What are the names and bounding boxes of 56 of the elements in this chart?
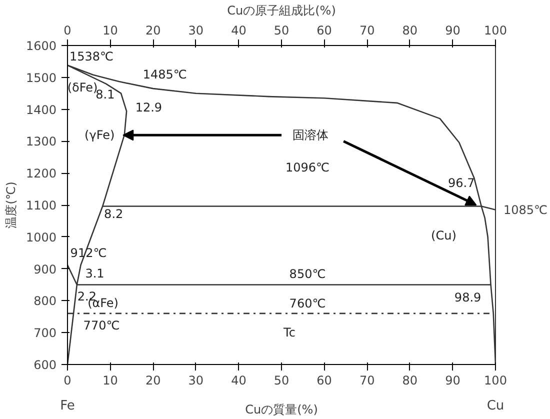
y-tick-label: 700 bbox=[34, 326, 56, 340]
x-tick-label: 100 bbox=[484, 24, 507, 38]
x2-tick-label: 20 bbox=[145, 374, 161, 388]
x2-tick-label: 40 bbox=[231, 374, 246, 388]
x2-tick-label: 60 bbox=[316, 374, 332, 388]
x2-tick-label: 90 bbox=[445, 374, 460, 388]
x-tick-label: 40 bbox=[231, 24, 246, 38]
annotation: 1538℃ bbox=[69, 49, 114, 64]
x2-tick-label: 0 bbox=[64, 374, 72, 388]
annotation: 3.1 bbox=[85, 266, 104, 280]
x2-tick-label: 80 bbox=[402, 374, 418, 388]
y-tick-label: 1200 bbox=[26, 166, 57, 181]
y-tick-label: 1500 bbox=[26, 70, 57, 85]
annotation: 98.9 bbox=[454, 290, 482, 304]
x-tick-label: 50 bbox=[274, 24, 290, 38]
x-tick-label: 60 bbox=[316, 24, 332, 38]
y-tick-label: 800 bbox=[34, 294, 56, 308]
x-tick-label: 70 bbox=[359, 24, 375, 38]
x-tick-label: 30 bbox=[188, 24, 204, 38]
x2-axis-title: Cuの原子組成比(%) bbox=[227, 4, 336, 18]
y-tick-label: 600 bbox=[34, 358, 56, 372]
x2-tick-label: 100 bbox=[484, 374, 507, 388]
text: Cu bbox=[486, 398, 504, 414]
x-tick-label: 10 bbox=[102, 24, 118, 38]
x-axis-title: Cuの質量(%) bbox=[245, 402, 318, 416]
x2-tick-label: 70 bbox=[359, 374, 375, 388]
y-tick-label: 900 bbox=[34, 262, 56, 276]
annotation: 96.7 bbox=[448, 176, 475, 190]
annotation: 770℃ bbox=[83, 318, 120, 332]
y-tick-label: 1300 bbox=[26, 134, 57, 149]
text: Fe bbox=[60, 398, 75, 414]
x2-tick-label: 30 bbox=[188, 374, 204, 388]
annotation: (Cu) bbox=[431, 228, 456, 242]
annotation: 1085℃ bbox=[504, 202, 548, 217]
y-tick-label: 1100 bbox=[26, 198, 57, 212]
annotation: 8.1 bbox=[96, 88, 115, 102]
y-axis-title: 温度(℃) bbox=[4, 182, 18, 228]
annotation: 850℃ bbox=[289, 266, 326, 281]
annotation: 760℃ bbox=[289, 296, 326, 310]
x-tick-label: 80 bbox=[402, 24, 418, 38]
y-tick-label: 1600 bbox=[26, 39, 57, 53]
annotation: 固溶体 bbox=[292, 128, 329, 142]
annotation: 1096℃ bbox=[285, 160, 330, 174]
annotation: (δFe) bbox=[67, 80, 98, 94]
y-tick-label: 1400 bbox=[26, 102, 57, 117]
x-tick-label: 20 bbox=[145, 24, 161, 38]
x2-tick-label: 10 bbox=[102, 374, 118, 388]
annotation: 8.2 bbox=[104, 206, 124, 221]
y-tick-label: 1000 bbox=[26, 230, 57, 244]
annotation: (γFe) bbox=[84, 128, 115, 142]
x-tick-label: 0 bbox=[64, 24, 72, 38]
annotation: Tc bbox=[282, 325, 296, 340]
annotation: 1485℃ bbox=[142, 68, 187, 82]
x2-tick-label: 50 bbox=[274, 374, 290, 388]
annotation: 12.9 bbox=[135, 100, 162, 115]
x-tick-label: 90 bbox=[445, 24, 460, 38]
